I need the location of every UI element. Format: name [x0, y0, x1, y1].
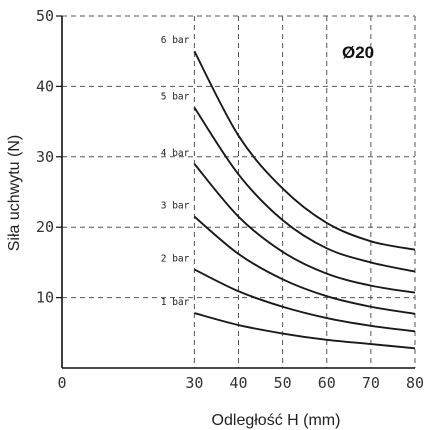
series-label-6-bar: 6 bar	[161, 35, 190, 46]
axes	[56, 15, 415, 369]
series-label-1-bar: 1 bar	[161, 297, 190, 308]
series-label-4-bar: 4 bar	[161, 148, 190, 159]
y-tick-label-50: 50	[36, 7, 54, 25]
series-line-1-bar	[194, 312, 416, 350]
y-tick-label-20: 20	[36, 218, 54, 236]
x-tick-label-0: 0	[57, 374, 66, 392]
x-tick-labels: 0 30 40 50 60 70 80	[57, 374, 424, 392]
x-tick-label-40: 40	[229, 374, 247, 392]
series-line-6-bar	[193, 50, 416, 251]
x-tick-label-70: 70	[362, 374, 380, 392]
series-line-3-bar	[193, 215, 416, 315]
series-line-5-bar	[193, 106, 416, 273]
series-line-4-bar	[193, 163, 416, 294]
x-tick-label-50: 50	[274, 374, 292, 392]
x-tick-label-80: 80	[406, 374, 424, 392]
series-group	[193, 50, 416, 350]
y-tick-label-30: 30	[36, 148, 54, 166]
x-axis-title: Odległość H (mm)	[212, 412, 341, 429]
y-axis-title: Siła uchwytu (N)	[6, 135, 23, 251]
series-label-2-bar: 2 bar	[161, 253, 190, 264]
y-tick-labels: 10 20 30 40 50	[36, 7, 54, 307]
x-tick-label-30: 30	[185, 374, 203, 392]
grid-lines	[62, 15, 416, 368]
x-tick-label-60: 60	[318, 374, 336, 392]
diameter-annotation: Ø20	[342, 43, 374, 62]
series-labels: 1 bar 2 bar 3 bar 4 bar 5 bar 6 bar	[161, 35, 190, 308]
series-line-2-bar	[193, 268, 416, 333]
y-tick-label-40: 40	[36, 77, 54, 95]
series-label-5-bar: 5 bar	[161, 92, 190, 103]
y-tick-label-10: 10	[36, 289, 54, 307]
series-label-3-bar: 3 bar	[161, 201, 190, 212]
